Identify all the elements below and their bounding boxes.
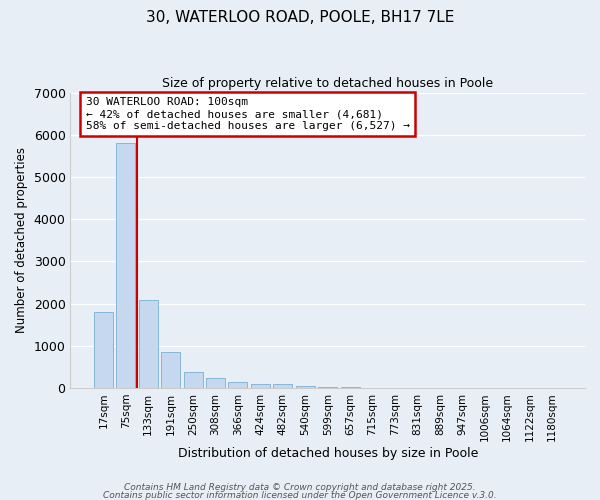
Y-axis label: Number of detached properties: Number of detached properties: [15, 148, 28, 334]
Text: Contains HM Land Registry data © Crown copyright and database right 2025.: Contains HM Land Registry data © Crown c…: [124, 484, 476, 492]
Bar: [318, 386, 337, 388]
Text: 30, WATERLOO ROAD, POOLE, BH17 7LE: 30, WATERLOO ROAD, POOLE, BH17 7LE: [146, 10, 454, 25]
Bar: [116, 142, 136, 388]
Bar: [273, 384, 292, 388]
Title: Size of property relative to detached houses in Poole: Size of property relative to detached ho…: [162, 78, 493, 90]
Bar: [251, 384, 270, 388]
Bar: [139, 300, 158, 388]
Text: 30 WATERLOO ROAD: 100sqm
← 42% of detached houses are smaller (4,681)
58% of sem: 30 WATERLOO ROAD: 100sqm ← 42% of detach…: [86, 98, 410, 130]
Text: Contains public sector information licensed under the Open Government Licence v.: Contains public sector information licen…: [103, 490, 497, 500]
Bar: [161, 352, 180, 388]
Bar: [296, 386, 315, 388]
Bar: [206, 378, 225, 388]
Bar: [229, 382, 247, 388]
X-axis label: Distribution of detached houses by size in Poole: Distribution of detached houses by size …: [178, 447, 478, 460]
Bar: [184, 372, 203, 388]
Bar: [94, 312, 113, 388]
